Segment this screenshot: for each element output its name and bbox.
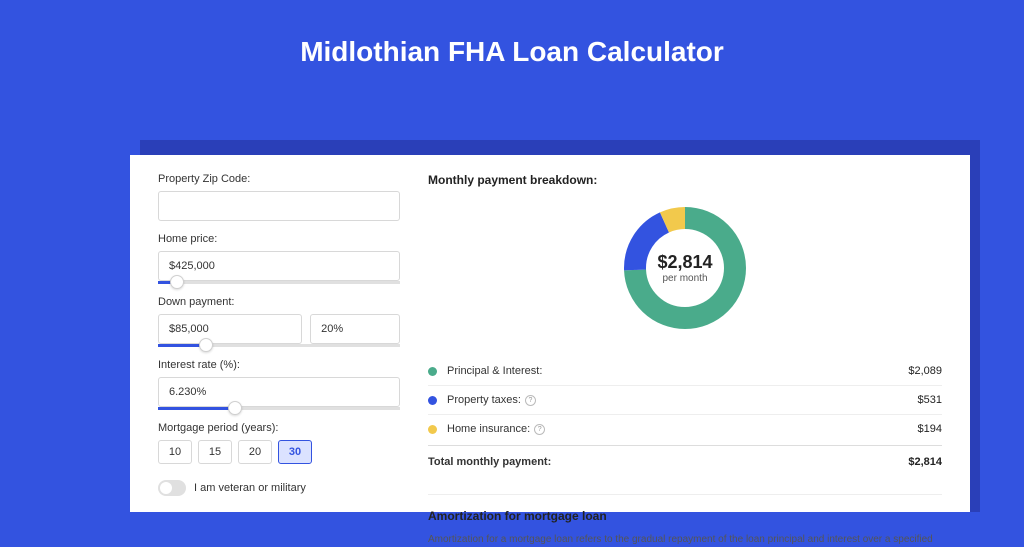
- legend-dot: [428, 367, 437, 376]
- period-button-15[interactable]: 15: [198, 440, 232, 464]
- donut-wrap: $2,814 per month: [428, 203, 942, 333]
- period-button-30[interactable]: 30: [278, 440, 312, 464]
- info-icon[interactable]: ?: [534, 424, 545, 435]
- veteran-toggle[interactable]: [158, 480, 186, 496]
- legend-label: Principal & Interest:: [447, 365, 908, 377]
- interest-field: Interest rate (%):: [158, 359, 400, 410]
- legend-row: Property taxes: ?$531: [428, 385, 942, 414]
- veteran-label: I am veteran or military: [194, 482, 306, 494]
- breakdown-column: Monthly payment breakdown: $2,814 per mo…: [428, 173, 942, 512]
- amortization-text: Amortization for a mortgage loan refers …: [428, 533, 942, 547]
- mortgage-period-label: Mortgage period (years):: [158, 422, 400, 434]
- down-payment-input[interactable]: [158, 314, 302, 344]
- down-payment-label: Down payment:: [158, 296, 400, 308]
- down-payment-pct-input[interactable]: [310, 314, 400, 344]
- period-button-20[interactable]: 20: [238, 440, 272, 464]
- home-price-slider[interactable]: [158, 281, 400, 284]
- slider-thumb[interactable]: [199, 338, 213, 352]
- home-price-input[interactable]: [158, 251, 400, 281]
- legend-value: $531: [918, 394, 942, 406]
- down-payment-slider[interactable]: [158, 344, 400, 347]
- donut-chart: $2,814 per month: [620, 203, 750, 333]
- amortization-section: Amortization for mortgage loan Amortizat…: [428, 494, 942, 547]
- interest-slider[interactable]: [158, 407, 400, 410]
- amortization-title: Amortization for mortgage loan: [428, 509, 942, 523]
- veteran-toggle-row: I am veteran or military: [158, 480, 400, 496]
- interest-label: Interest rate (%):: [158, 359, 400, 371]
- total-label: Total monthly payment:: [428, 456, 908, 468]
- calculator-card: Property Zip Code: Home price: Down paym…: [130, 155, 970, 512]
- period-button-10[interactable]: 10: [158, 440, 192, 464]
- breakdown-title: Monthly payment breakdown:: [428, 173, 942, 187]
- total-value: $2,814: [908, 456, 942, 468]
- legend-dot: [428, 425, 437, 434]
- slider-thumb[interactable]: [170, 275, 184, 289]
- mortgage-period-field: Mortgage period (years): 10152030: [158, 422, 400, 464]
- zip-field: Property Zip Code:: [158, 173, 400, 221]
- legend-label: Home insurance: ?: [447, 423, 918, 435]
- donut-sub: per month: [662, 273, 707, 284]
- legend-label: Property taxes: ?: [447, 394, 918, 406]
- slider-thumb[interactable]: [228, 401, 242, 415]
- interest-input[interactable]: [158, 377, 400, 407]
- home-price-label: Home price:: [158, 233, 400, 245]
- legend-row: Principal & Interest:$2,089: [428, 357, 942, 385]
- legend-value: $2,089: [908, 365, 942, 377]
- legend-row: Home insurance: ?$194: [428, 414, 942, 443]
- down-payment-field: Down payment:: [158, 296, 400, 347]
- form-column: Property Zip Code: Home price: Down paym…: [158, 173, 400, 512]
- page-title: Midlothian FHA Loan Calculator: [0, 36, 1024, 68]
- total-row: Total monthly payment: $2,814: [428, 445, 942, 476]
- legend: Principal & Interest:$2,089Property taxe…: [428, 357, 942, 443]
- home-price-field: Home price:: [158, 233, 400, 284]
- info-icon[interactable]: ?: [525, 395, 536, 406]
- legend-dot: [428, 396, 437, 405]
- legend-value: $194: [918, 423, 942, 435]
- zip-input[interactable]: [158, 191, 400, 221]
- zip-label: Property Zip Code:: [158, 173, 400, 185]
- donut-amount: $2,814: [657, 252, 712, 273]
